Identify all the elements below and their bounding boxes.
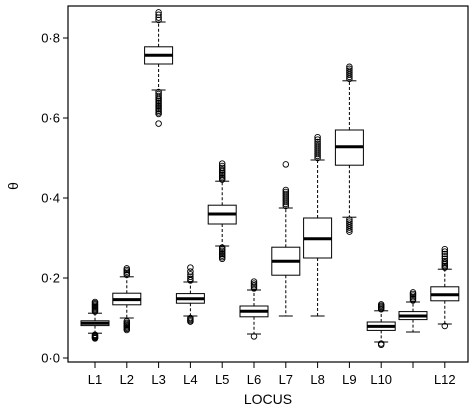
box-L7 [271, 161, 301, 317]
box-L12 [430, 245, 460, 330]
box-L10 [366, 301, 396, 349]
x-tick-label: L1 [88, 372, 102, 387]
outlier-point [187, 268, 194, 275]
outlier-point [441, 255, 449, 263]
outlier-point [314, 133, 321, 141]
box-series [80, 9, 460, 349]
box-L9 [334, 63, 364, 235]
outlier-point [377, 301, 385, 308]
box-L2 [112, 265, 142, 334]
outlier-point [218, 166, 226, 174]
x-axis-title: LOCUS [244, 391, 292, 407]
y-axis: 0·0 0·2 0·4 0·6 0·8 [41, 31, 68, 366]
x-tick-label: L2 [120, 372, 134, 387]
outlier-point [346, 226, 353, 233]
x-tick-label: L10 [370, 372, 392, 387]
outlier-point [123, 326, 131, 334]
outlier-point [218, 255, 226, 263]
outlier-point [282, 190, 290, 198]
x-tick-label: L4 [183, 372, 197, 387]
outlier-point [346, 67, 353, 75]
y-tick-label: 0·0 [41, 351, 60, 366]
outlier-point [441, 253, 449, 260]
y-tick-label: 0·4 [41, 191, 60, 206]
outlier-point [155, 9, 162, 16]
outlier-point [282, 188, 290, 196]
outlier-point [282, 161, 290, 168]
outlier-point [218, 164, 226, 172]
box-L3 [144, 9, 174, 127]
y-axis-title: θ [5, 182, 21, 190]
box-L6 [239, 278, 269, 340]
outlier-point [409, 289, 417, 296]
x-tick-label: L12 [434, 372, 456, 387]
x-tick-label: L7 [279, 372, 293, 387]
outlier-point [441, 257, 449, 265]
outlier-point [218, 160, 226, 167]
box-L8 [303, 133, 333, 317]
box-L5 [207, 160, 237, 263]
box-unlabeled [398, 289, 428, 333]
outlier-point [441, 248, 449, 255]
outlier-point [187, 271, 194, 278]
plot-frame [67, 5, 469, 363]
x-axis: L1 L2 L3 L4 L5 L6 L7 L8 L9 L10 L12 [88, 362, 456, 387]
outlier-point [187, 318, 194, 325]
outlier-point [314, 136, 321, 143]
outlier-point [91, 335, 99, 342]
outlier-point [155, 11, 162, 19]
outlier-point [314, 140, 321, 148]
outlier-point [250, 280, 258, 287]
outlier-point [282, 186, 290, 194]
box-L4 [175, 264, 205, 325]
outlier-point [346, 63, 353, 71]
outlier-point [314, 142, 321, 150]
outlier-point [441, 322, 449, 330]
outlier-point [218, 162, 226, 170]
outlier-point [155, 120, 162, 127]
y-tick-label: 0·2 [41, 271, 60, 286]
outlier-point [250, 333, 258, 340]
outlier-point [346, 228, 353, 235]
x-tick-label: L6 [247, 372, 261, 387]
y-tick-label: 0·6 [41, 111, 60, 126]
x-tick-label: L5 [215, 372, 229, 387]
y-tick-label: 0·8 [41, 31, 60, 46]
outlier-point [314, 138, 321, 146]
outlier-point [91, 298, 99, 306]
outlier-point [441, 245, 449, 253]
outlier-point [377, 341, 385, 349]
outlier-point [155, 110, 162, 118]
outlier-point [123, 265, 131, 272]
outlier-point [346, 65, 353, 73]
box-L1 [80, 298, 110, 342]
x-tick-label: L9 [342, 372, 356, 387]
x-tick-label: L3 [151, 372, 165, 387]
outlier-point [187, 275, 194, 283]
outlier-point [346, 224, 353, 231]
outlier-point [441, 250, 449, 258]
x-tick-label: L8 [310, 372, 324, 387]
outlier-point [187, 264, 194, 271]
outlier-point [250, 278, 258, 285]
